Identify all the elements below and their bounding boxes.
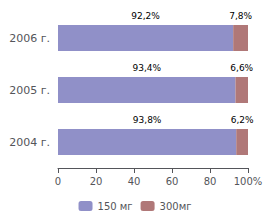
svg-text:20: 20 <box>90 176 103 187</box>
svg-text:300мг: 300мг <box>160 201 192 212</box>
svg-text:92,2%: 92,2% <box>131 11 160 21</box>
svg-text:150 мг: 150 мг <box>98 201 133 212</box>
svg-text:100%: 100% <box>234 176 263 187</box>
svg-text:40: 40 <box>128 176 141 187</box>
svg-text:60: 60 <box>166 176 179 187</box>
svg-text:93,4%: 93,4% <box>132 63 161 73</box>
svg-text:7,8%: 7,8% <box>229 11 252 21</box>
svg-text:6,2%: 6,2% <box>231 115 254 125</box>
svg-text:2004 г.: 2004 г. <box>9 136 50 149</box>
svg-text:80: 80 <box>204 176 217 187</box>
svg-text:2006 г.: 2006 г. <box>9 32 50 45</box>
svg-text:93,8%: 93,8% <box>133 115 162 125</box>
svg-text:0: 0 <box>55 176 61 187</box>
svg-text:6,6%: 6,6% <box>230 63 253 73</box>
svg-text:2005 г.: 2005 г. <box>9 84 50 97</box>
